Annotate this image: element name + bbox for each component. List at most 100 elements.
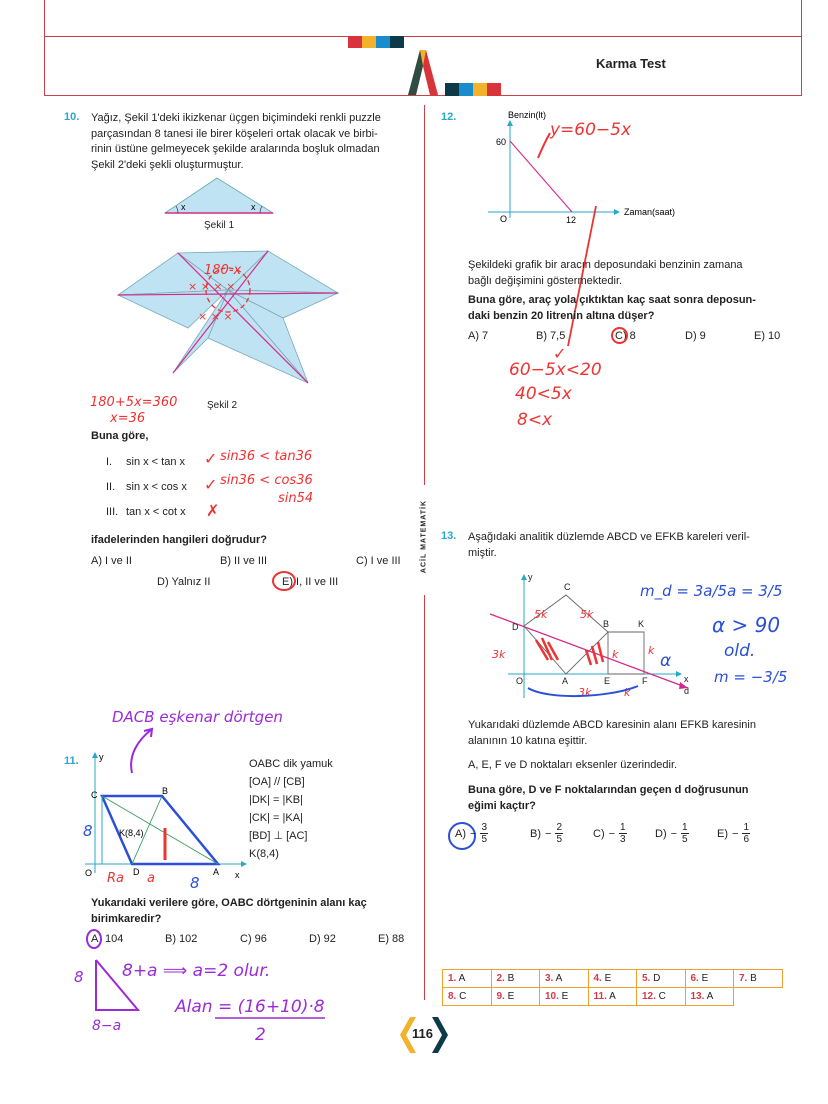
point-label: D (133, 867, 140, 877)
q11-figure: y x O C B D A K(8,4) 8 8 Ra a (83, 752, 247, 892)
text-line: parçasından 8 tanesi ile birer köşeleri … (91, 127, 378, 140)
color-strip-top (348, 36, 404, 48)
facts-list: OABC dik yamuk [OA] // [CB] |DK| = |KB| … (249, 755, 333, 863)
question: Buna göre, D ve F noktalarından geçen d … (468, 784, 749, 812)
point-label: O (85, 868, 92, 878)
answer-key-table: 1. A 2. B 3. A 4. E 5. D 6. E 7. B 8. C … (442, 969, 783, 1006)
answer-key-row: 8. C 9. E 10. E 11. A 12. C 13. A (442, 987, 783, 1006)
point-label: K(8,4) (119, 828, 144, 838)
handwritten-solution: ✓ 60−5x<20 40<5x 8<x (509, 344, 602, 430)
logo-a-icon (408, 50, 438, 95)
header-top-rule (44, 36, 802, 37)
option-c[interactable]: C) −1 3 (593, 822, 627, 845)
point-label: A (562, 676, 568, 686)
option-b[interactable]: B) 7,5 (536, 330, 566, 342)
option-d[interactable]: D) 92 (309, 933, 336, 945)
point-label: B (603, 619, 609, 629)
answer-cell: 4. E (587, 969, 637, 988)
answer-key-row: 1. A 2. B 3. A 4. E 5. D 6. E 7. B (442, 969, 783, 988)
selected-answer-circle (272, 571, 296, 591)
check-mark-icon: ✓ (553, 344, 566, 363)
prompt: Buna göre, (91, 430, 149, 442)
figure-1-label: Şekil 1 (204, 220, 235, 231)
option-c[interactable]: C) I ve III (356, 555, 401, 567)
option-e[interactable]: E) I, II ve III (282, 576, 339, 588)
option-b[interactable]: B) −2 5 (530, 822, 563, 845)
handwritten-text: α > 90 (712, 613, 780, 637)
answer-cell: 10. E (539, 987, 589, 1006)
answer-cell: 7. B (733, 969, 783, 988)
svg-text:5k: 5k (534, 608, 548, 621)
handwritten-text: 60−5x<20 (509, 360, 602, 380)
svg-text:k: k (612, 648, 619, 661)
check-mark-icon: ✓ (204, 449, 217, 468)
handwritten-text: old. (724, 641, 755, 661)
axis-label: x (684, 674, 689, 684)
handwritten-text: 8 (190, 874, 200, 892)
origin-label: O (500, 214, 507, 224)
option-e[interactable]: E) 10 (754, 330, 781, 342)
header-right-rule (801, 0, 802, 96)
y-axis-label: Benzin(lt) (508, 110, 546, 120)
handwritten-text: 8 (83, 822, 93, 840)
svg-text:3k: 3k (578, 686, 592, 699)
option-c[interactable]: C) 96 (240, 933, 267, 945)
svg-text:3k: 3k (492, 648, 506, 661)
handwritten-solution: 8 8−a 8+a ⟹ a=2 olur. Alan = (16+10)·8 2 (74, 959, 325, 1045)
q12-graph: Benzin(lt) 60 O 12 Zaman(saat) y=60−5x (488, 110, 675, 347)
selected-answer-circle (86, 929, 102, 949)
option-d[interactable]: D) 9 (685, 330, 706, 342)
handwritten-note: DACB eşkenar dörtgen (112, 708, 283, 726)
option-a[interactable]: A) −3 5 (455, 822, 488, 845)
fact: K(8,4) (249, 848, 279, 860)
q13-figure: y C D B K O A E F x d 5k 5k 3k k k 3k k α (489, 572, 689, 699)
handwritten-mark: Ra (107, 871, 124, 886)
point-label: K (638, 619, 644, 629)
option-b[interactable]: B) II ve III (220, 555, 268, 567)
fact: |DK| = |KB| (249, 794, 303, 806)
figure-1-triangle: x x (163, 177, 275, 214)
point-label: O (516, 676, 523, 686)
point-label: F (642, 676, 648, 686)
handwritten-x-marks: × × × (198, 310, 233, 323)
handwritten-text: m_d = 3a/5a = 3/5 (640, 582, 783, 601)
handwritten-text: 8−a (92, 1018, 121, 1034)
axis-label: y (99, 752, 104, 762)
handwritten-checks: ✓ sin36 < tan36 ✓ sin36 < cos36 sin54 ✗ (204, 449, 313, 520)
point-label: B (162, 786, 168, 796)
option-a[interactable]: A) I ve II (91, 555, 132, 567)
answer-cell: 9. E (490, 987, 540, 1006)
handwritten-text: 8 (74, 968, 84, 986)
option-d[interactable]: D) Yalnız II (157, 576, 211, 588)
handwritten-text: sin54 (278, 491, 313, 506)
svg-text:k: k (648, 644, 655, 657)
figure-2-star: 180-x × × × × × × × (116, 250, 340, 384)
color-strip-bottom (445, 83, 501, 96)
point-label: E (604, 676, 610, 686)
fact: OABC dik yamuk (249, 758, 333, 770)
handwritten-x-marks: × × × × (188, 280, 235, 293)
description: A, E, F ve D noktaları eksenler üzerinde… (468, 759, 678, 771)
option-e[interactable]: E) −1 6 (717, 822, 750, 845)
handwritten-calc: 180+5x=360 x=36 (90, 395, 177, 426)
handwritten-mark: a (147, 871, 155, 886)
line-label: d (684, 686, 689, 696)
text-line: Yağız, Şekil 1'deki ikizkenar üçgen biçi… (91, 112, 381, 124)
question-number: 11. (64, 755, 79, 767)
handwritten-text: 40<5x (515, 384, 573, 404)
x-axis-label: Zaman(saat) (624, 207, 675, 217)
handwritten-text: 180+5x=360 (90, 395, 177, 410)
handwritten-text: sin36 < tan36 (220, 449, 312, 464)
option-b[interactable]: B) 102 (165, 933, 198, 945)
question-number: 10. (64, 111, 80, 123)
empty-cell (734, 988, 783, 1006)
question: Yukarıdaki verilere göre, OABC dörtgenin… (91, 897, 367, 925)
handwritten-text: m = −3/5 (714, 668, 787, 686)
handwritten-solution: m_d = 3a/5a = 3/5 α > 90 old. m = −3/5 (640, 582, 787, 686)
option-e[interactable]: E) 88 (378, 933, 405, 945)
question: ifadelerinden hangileri doğrudur? (91, 534, 268, 546)
cross-mark-icon: ✗ (206, 501, 219, 520)
option-d[interactable]: D) −1 5 (655, 822, 689, 845)
option-a[interactable]: A) 7 (468, 330, 489, 342)
check-mark-icon: ✓ (204, 475, 217, 494)
